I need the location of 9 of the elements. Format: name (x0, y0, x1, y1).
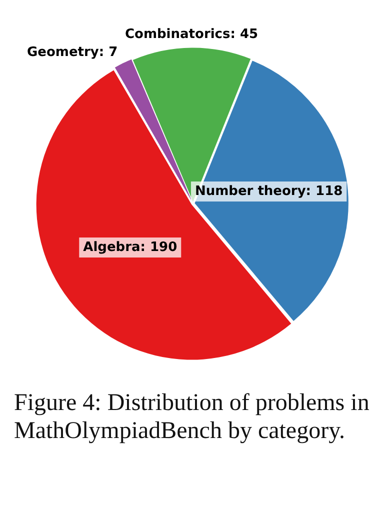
data-label: : 45 (230, 27, 258, 42)
data-label: : 118 (306, 184, 343, 199)
slice-label: Algebra (83, 240, 140, 255)
data-label: : 7 (98, 44, 118, 60)
caption: Figure 4: Distribution of problems in MathOlympiadBench by category. (13, 389, 370, 445)
data-label: : 190 (140, 240, 178, 255)
slice-label: Geometry (27, 44, 100, 60)
slice-label: Combinatorics (124, 27, 231, 42)
slice-label: Number theory (194, 184, 306, 199)
